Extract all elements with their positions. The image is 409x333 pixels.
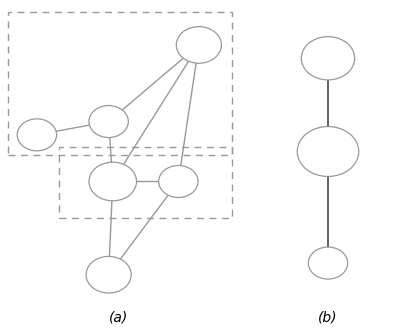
Circle shape [301, 37, 354, 80]
Circle shape [308, 247, 347, 279]
Circle shape [17, 119, 56, 151]
Bar [8, 12, 231, 155]
Circle shape [86, 256, 131, 293]
Bar [59, 147, 231, 218]
Text: (a): (a) [109, 311, 128, 325]
Circle shape [158, 166, 198, 197]
Circle shape [89, 162, 136, 201]
Circle shape [297, 127, 358, 176]
Circle shape [89, 106, 128, 138]
Circle shape [176, 27, 221, 63]
Text: (b): (b) [317, 311, 337, 325]
